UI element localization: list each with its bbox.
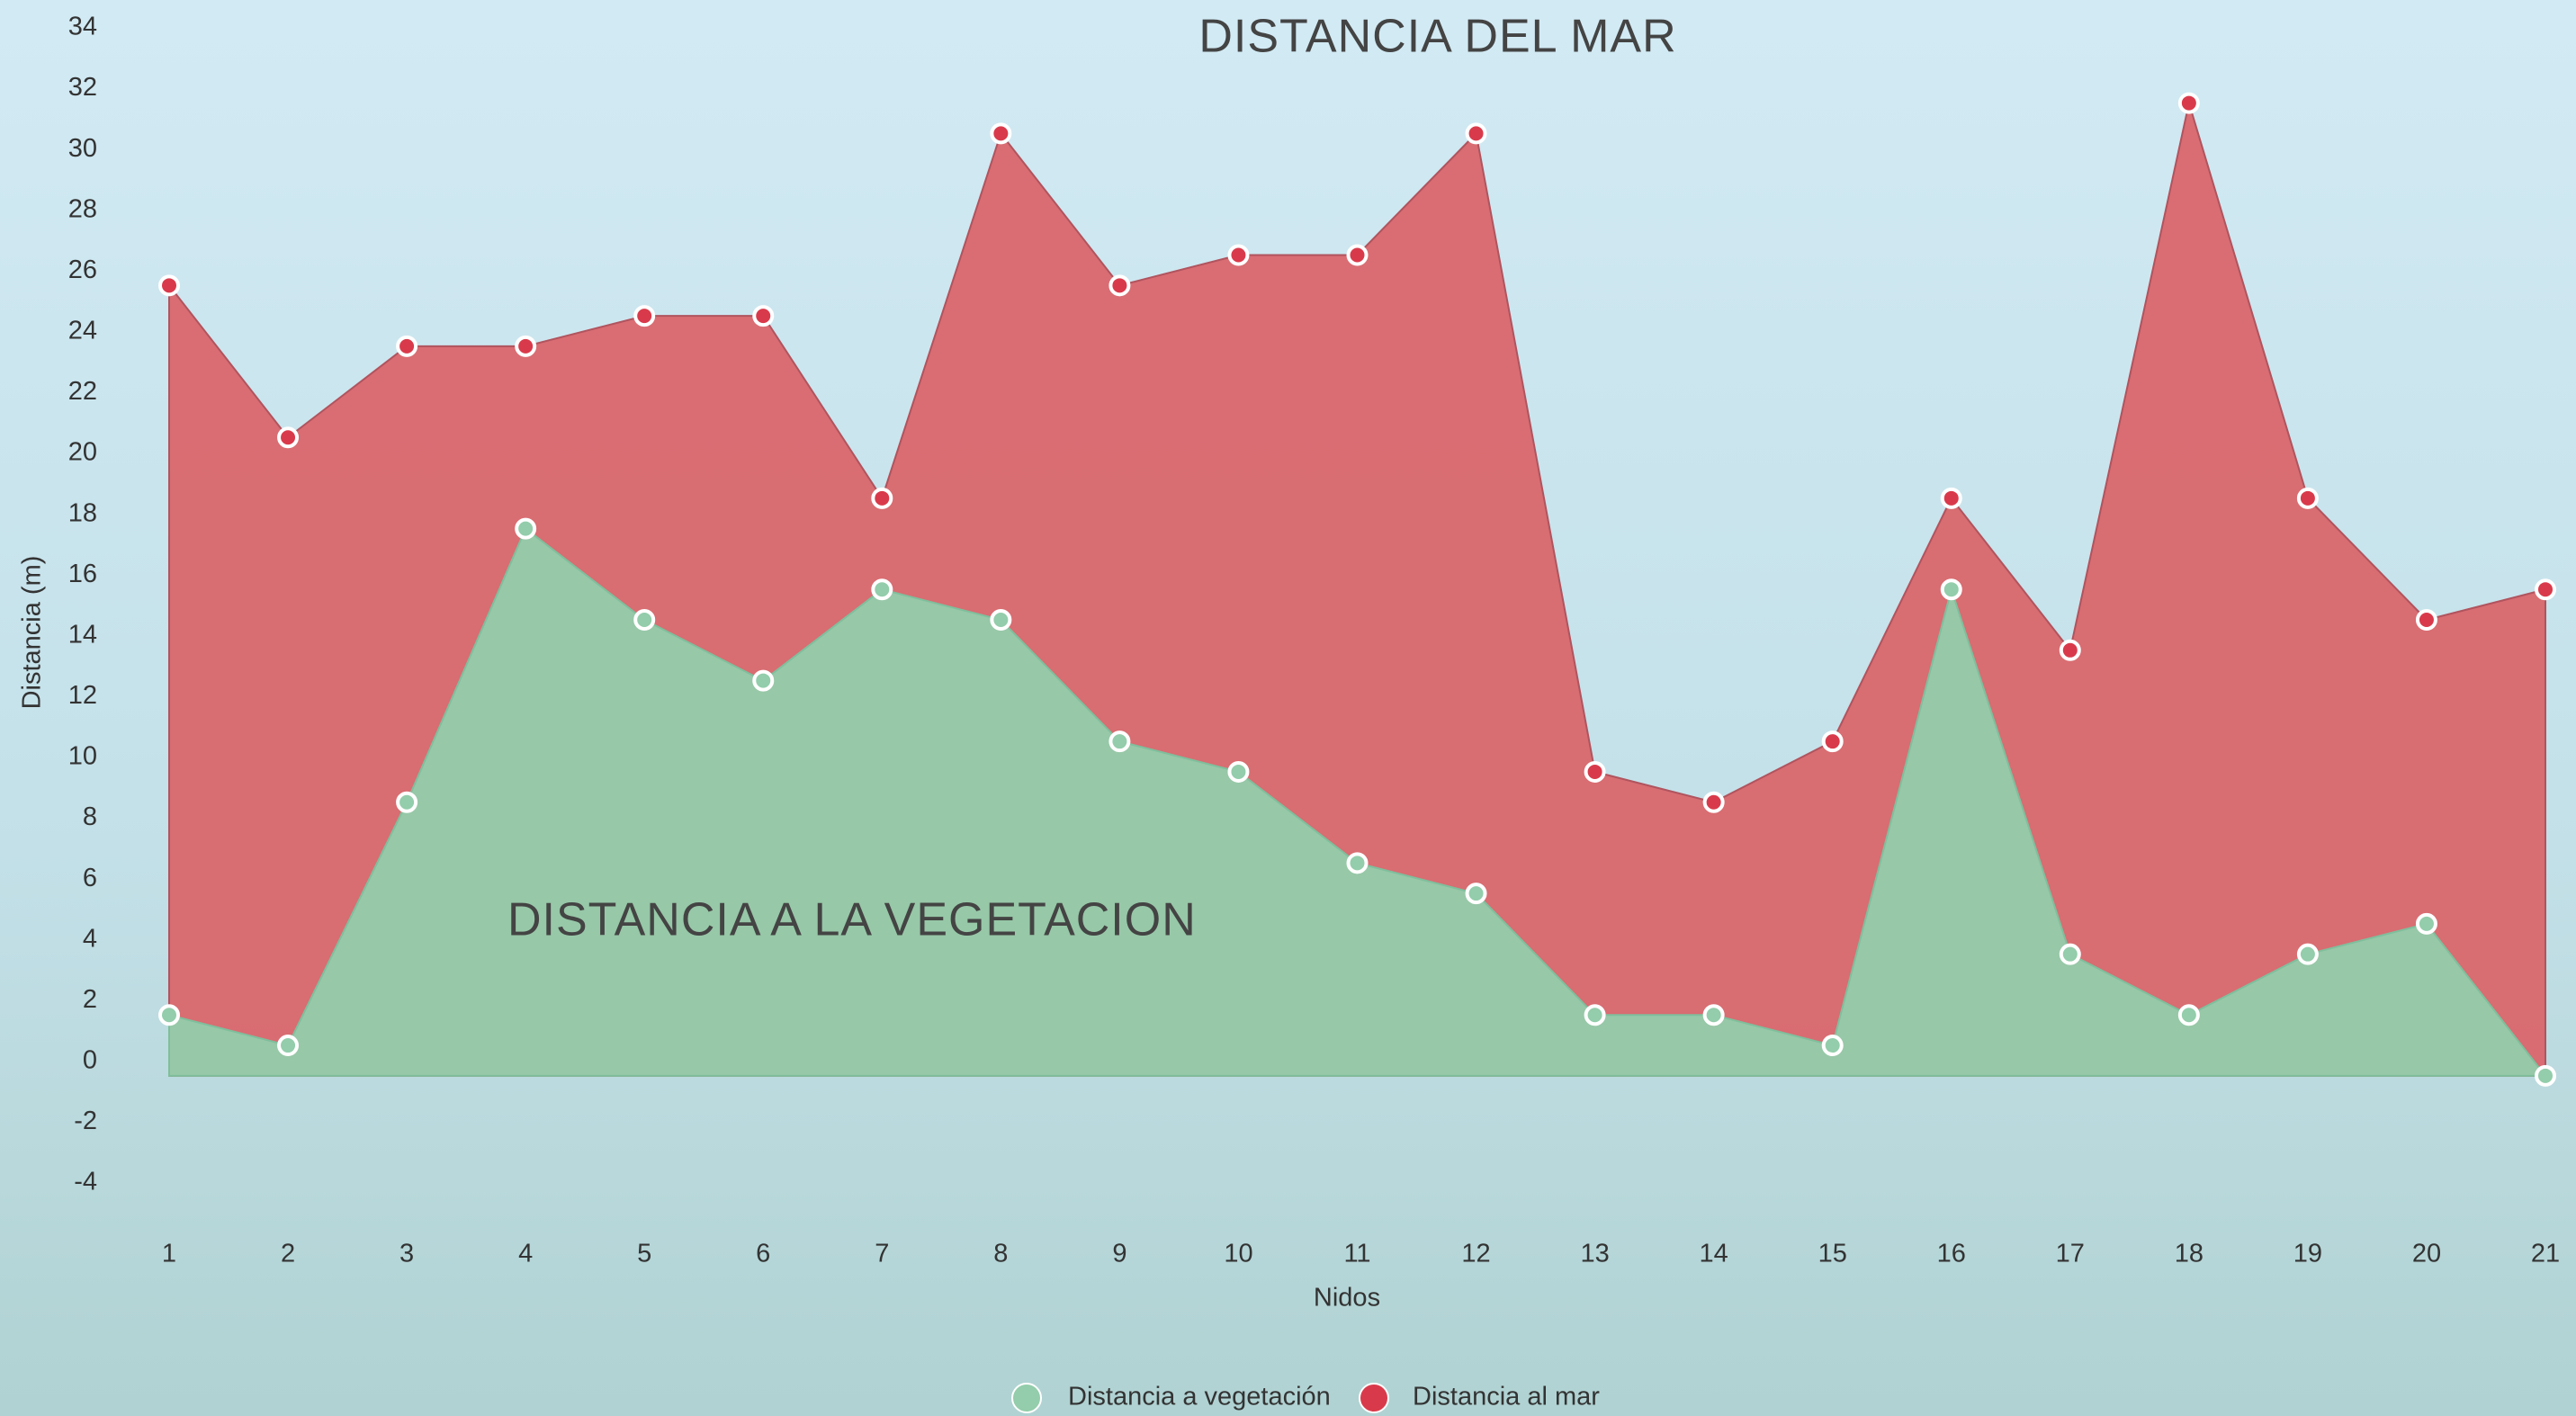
- x-tick-label: 18: [2175, 1240, 2204, 1268]
- x-tick-label: 3: [399, 1240, 414, 1268]
- data-point: [633, 305, 656, 327]
- data-point: [2535, 1064, 2556, 1087]
- y-tick-label: 4: [83, 924, 97, 953]
- data-point: [990, 609, 1012, 631]
- y-tick-label: 30: [68, 134, 97, 163]
- data-point: [396, 791, 418, 813]
- x-tick-label: 21: [2531, 1240, 2560, 1268]
- annotation: DISTANCIA DEL MAR: [1198, 11, 1676, 63]
- data-point: [1227, 244, 1250, 266]
- legend-label: Distancia al mar: [1413, 1383, 1600, 1412]
- x-tick-label: 2: [281, 1240, 295, 1268]
- x-tick-label: 8: [993, 1240, 1008, 1268]
- y-tick-label: 14: [68, 620, 97, 649]
- x-axis-label: Nidos: [1314, 1284, 1380, 1313]
- data-point: [1108, 730, 1131, 753]
- y-tick-label: -4: [74, 1168, 97, 1196]
- x-tick-label: 4: [518, 1240, 533, 1268]
- data-point: [1346, 852, 1369, 874]
- data-point: [1821, 1035, 1844, 1057]
- data-point: [277, 426, 300, 449]
- x-tick-label: 15: [1818, 1240, 1847, 1268]
- x-tick-label: 5: [637, 1240, 651, 1268]
- y-axis-label: Distancia (m): [18, 556, 47, 710]
- data-point: [1584, 1004, 1606, 1026]
- y-tick-label: 10: [68, 742, 97, 771]
- data-point: [1346, 244, 1369, 266]
- legend-label: Distancia a vegetación: [1068, 1383, 1331, 1412]
- data-point: [633, 609, 656, 631]
- data-point: [2059, 639, 2081, 661]
- x-tick-label: 6: [756, 1240, 770, 1268]
- y-tick-label: -2: [74, 1107, 97, 1135]
- x-tick-label: 9: [1112, 1240, 1126, 1268]
- data-point: [752, 305, 775, 327]
- data-point: [396, 335, 418, 357]
- data-point: [1940, 487, 1962, 509]
- x-tick-label: 20: [2412, 1240, 2441, 1268]
- x-tick-label: 13: [1580, 1240, 1609, 1268]
- data-point: [2535, 578, 2556, 601]
- x-tick-label: 1: [162, 1240, 176, 1268]
- y-tick-label: 12: [68, 681, 97, 710]
- data-point: [2177, 1004, 2200, 1026]
- data-point: [752, 669, 775, 692]
- x-tick-label: 14: [1700, 1240, 1728, 1268]
- data-point: [1465, 122, 1487, 145]
- y-tick-label: 16: [68, 560, 97, 588]
- data-point: [2415, 609, 2437, 631]
- data-point: [2059, 943, 2081, 965]
- data-point: [871, 487, 893, 509]
- y-tick-label: 34: [68, 13, 97, 41]
- y-tick-label: 8: [83, 802, 97, 831]
- data-point: [990, 122, 1012, 145]
- data-point: [515, 335, 537, 357]
- data-point: [1702, 1004, 1725, 1026]
- data-point: [2296, 487, 2319, 509]
- plot-area: [158, 92, 2556, 1087]
- y-tick-label: 20: [68, 438, 97, 467]
- data-point: [1465, 883, 1487, 905]
- y-tick-label: 6: [83, 864, 97, 892]
- data-point: [2177, 92, 2200, 114]
- x-tick-label: 12: [1461, 1240, 1490, 1268]
- x-tick-label: 10: [1224, 1240, 1252, 1268]
- data-point: [2415, 912, 2437, 935]
- annotation: DISTANCIA A LA VEGETACION: [507, 894, 1197, 946]
- data-point: [1227, 760, 1250, 783]
- x-tick-label: 11: [1343, 1240, 1370, 1268]
- data-point: [2296, 943, 2319, 965]
- data-point: [1108, 274, 1131, 297]
- y-tick-label: 2: [83, 985, 97, 1014]
- data-point: [1584, 760, 1606, 783]
- data-point: [1940, 578, 1962, 601]
- data-point: [871, 578, 893, 601]
- x-tick-label: 17: [2056, 1240, 2085, 1268]
- data-point: [1702, 791, 1725, 813]
- x-tick-label: 7: [875, 1240, 889, 1268]
- legend-marker: [1359, 1383, 1389, 1413]
- x-tick-label: 19: [2293, 1240, 2322, 1268]
- data-point: [158, 274, 180, 297]
- y-tick-label: 24: [68, 317, 97, 345]
- y-tick-label: 0: [83, 1045, 97, 1074]
- data-point: [515, 517, 537, 540]
- data-point: [1821, 730, 1844, 753]
- y-tick-label: 18: [68, 498, 97, 527]
- y-tick-label: 32: [68, 73, 97, 102]
- x-tick-label: 16: [1937, 1240, 1966, 1268]
- y-tick-label: 28: [68, 194, 97, 223]
- data-point: [277, 1035, 300, 1057]
- y-tick-label: 26: [68, 255, 97, 284]
- legend-marker: [1011, 1383, 1042, 1413]
- data-point: [158, 1004, 180, 1026]
- y-tick-label: 22: [68, 377, 97, 406]
